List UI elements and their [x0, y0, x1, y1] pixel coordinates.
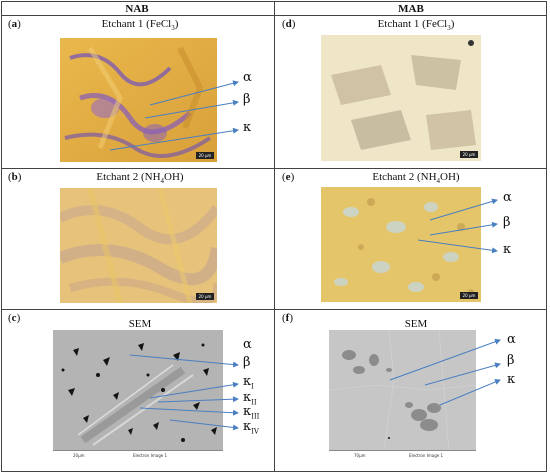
arrow-e-alpha [429, 198, 498, 221]
sem-footer-f: 70µm Electron Image 1 [329, 450, 476, 461]
panel-label-b: (b) [8, 171, 22, 183]
label-f-alpha: α [507, 332, 516, 347]
label-a-beta: β [243, 92, 251, 107]
label-c-kappa4: κIV [243, 419, 259, 436]
label-e-kappa: κ [503, 242, 512, 257]
sem-scale-c: 20µm [73, 453, 85, 458]
sem-caption-f: Electron Image 1 [409, 453, 444, 458]
panel-label-f: (f) [282, 312, 294, 324]
scale-bar-d: 20 µm [460, 151, 478, 158]
sem-scale-f: 70µm [354, 453, 366, 458]
arrow-f-alpha [389, 338, 501, 381]
label-f-kappa: κ [507, 372, 516, 387]
label-a-kappa: κ [243, 120, 252, 135]
micrograph-e-texture [321, 187, 481, 302]
panel-label-d: (d) [282, 18, 296, 30]
arrow-e-kappa [417, 239, 498, 254]
panel-title-f: SEM [404, 318, 428, 330]
label-c-beta: β [243, 355, 251, 370]
panel-title-a: Etchant 1 (FeCl3) [101, 18, 179, 33]
arrow-c-kappa4 [169, 419, 239, 431]
micrograph-a: 20 µm [60, 38, 217, 162]
panel-label-c: (c) [8, 312, 21, 324]
arrow-c-kappa2 [157, 396, 239, 403]
sem-caption-c: Electron Image 1 [133, 453, 168, 458]
sem-image-f: 70µm Electron Image 1 [329, 330, 476, 461]
label-e-alpha: α [503, 190, 512, 205]
column-header-mab: MAB [398, 3, 424, 15]
label-c-kappa1: κI [243, 374, 254, 391]
sem-footer-c: 20µm Electron Image 1 [53, 450, 223, 461]
arrow-f-kappa [439, 379, 501, 406]
micrograph-a-texture [60, 38, 217, 162]
label-e-beta: β [503, 215, 511, 230]
label-a-alpha: α [243, 70, 252, 85]
label-c-alpha: α [243, 337, 252, 352]
label-c-kappa2: κII [243, 390, 257, 407]
panel-title-c: SEM [128, 318, 152, 330]
arrow-a-beta [144, 99, 239, 119]
micrograph-b-texture [60, 188, 217, 303]
arrow-a-kappa [109, 127, 239, 151]
arrow-c-kappa3 [139, 407, 239, 416]
label-f-beta: β [507, 353, 515, 368]
micrograph-e: 20 µm [321, 187, 481, 302]
column-divider [274, 1, 275, 472]
column-header-nab: NAB [125, 3, 149, 15]
arrow-c-kappa1 [149, 381, 239, 399]
arrow-e-beta [429, 221, 498, 236]
micrograph-d: 20 µm [321, 35, 481, 161]
scale-bar-e: 20 µm [460, 292, 478, 299]
panel-label-a: (a) [8, 18, 21, 30]
row-divider-1 [1, 168, 547, 169]
header-divider [1, 15, 547, 16]
panel-title-b: Etchant 2 (NH4OH) [96, 171, 184, 186]
sem-image-c: 20µm Electron Image 1 [53, 330, 223, 461]
panel-title-d: Etchant 1 (FeCl3) [377, 18, 455, 33]
sem-image-f-texture [329, 330, 476, 452]
scale-bar-a: 20 µm [196, 152, 214, 159]
arrow-c-beta [129, 354, 239, 368]
row-divider-2 [1, 309, 547, 310]
arrow-a-alpha [149, 80, 239, 106]
micrograph-d-texture [321, 35, 481, 161]
arrow-f-beta [424, 362, 501, 386]
scale-bar-b: 20 µm [196, 293, 214, 300]
panel-title-e: Etchant 2 (NH4OH) [372, 171, 460, 186]
panel-label-e: (e) [282, 171, 295, 183]
label-c-kappa3: κIII [243, 404, 260, 421]
micrograph-b: 20 µm [60, 188, 217, 303]
